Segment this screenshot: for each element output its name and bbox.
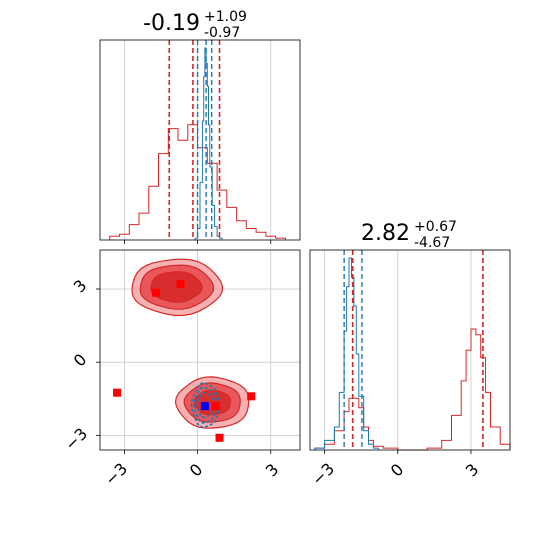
right-x-tick-label: −3: [308, 459, 338, 489]
top-hist-axes-frame: [99, 39, 301, 241]
joint-y-tick-label: 0: [70, 350, 91, 371]
title-param-2: 2.82 +0.67 -4.67: [361, 219, 457, 251]
joint-x-tick-label: −3: [101, 459, 131, 489]
joint-y-tick-label: −3: [61, 424, 91, 454]
joint-blue-contour: [190, 382, 219, 429]
right-hist-background: [310, 250, 510, 450]
joint-red-marker: [176, 280, 185, 289]
joint-y-tick-labels: 3 0 −3: [61, 276, 91, 454]
joint-blue-marker: [200, 402, 209, 411]
right-x-tick-labels: −3 0 3: [308, 459, 482, 489]
title-param-2-plus: +0.67: [414, 219, 457, 235]
joint-blue-contour: [196, 392, 214, 419]
top-hist-blue-histogram: [194, 47, 223, 240]
joint-contour-panel: [96, 249, 301, 454]
title-param-2-minus: -4.67: [414, 235, 450, 251]
joint-red-marker: [247, 392, 256, 401]
joint-x-tick-label: 0: [186, 460, 207, 481]
marginal-histogram-param-1: [99, 39, 301, 244]
joint-x-tick-label: 3: [262, 460, 283, 481]
joint-red-marker: [215, 433, 224, 442]
marginal-histogram-param-2: [309, 249, 511, 454]
right-x-tick-label: 0: [387, 460, 408, 481]
joint-y-tick-label: 3: [70, 276, 91, 297]
joint-blue-contour: [193, 386, 217, 424]
joint-x-tick-labels: −3 0 3: [101, 459, 282, 489]
joint-axes-frame: [99, 249, 301, 451]
right-hist-axes-frame: [309, 249, 511, 451]
title-param-1-minus: -0.97: [204, 25, 240, 41]
right-x-tick-label: 3: [462, 460, 483, 481]
joint-red-marker: [113, 388, 122, 397]
title-param-1-median: -0.19: [143, 11, 200, 36]
right-hist-blue-histogram: [314, 257, 379, 450]
title-param-1: -0.19 +1.09 -0.97: [143, 9, 247, 41]
title-param-2-median: 2.82: [361, 221, 410, 246]
joint-red-marker: [211, 402, 220, 411]
joint-red-marker: [152, 288, 161, 297]
title-param-1-plus: +1.09: [204, 9, 247, 25]
